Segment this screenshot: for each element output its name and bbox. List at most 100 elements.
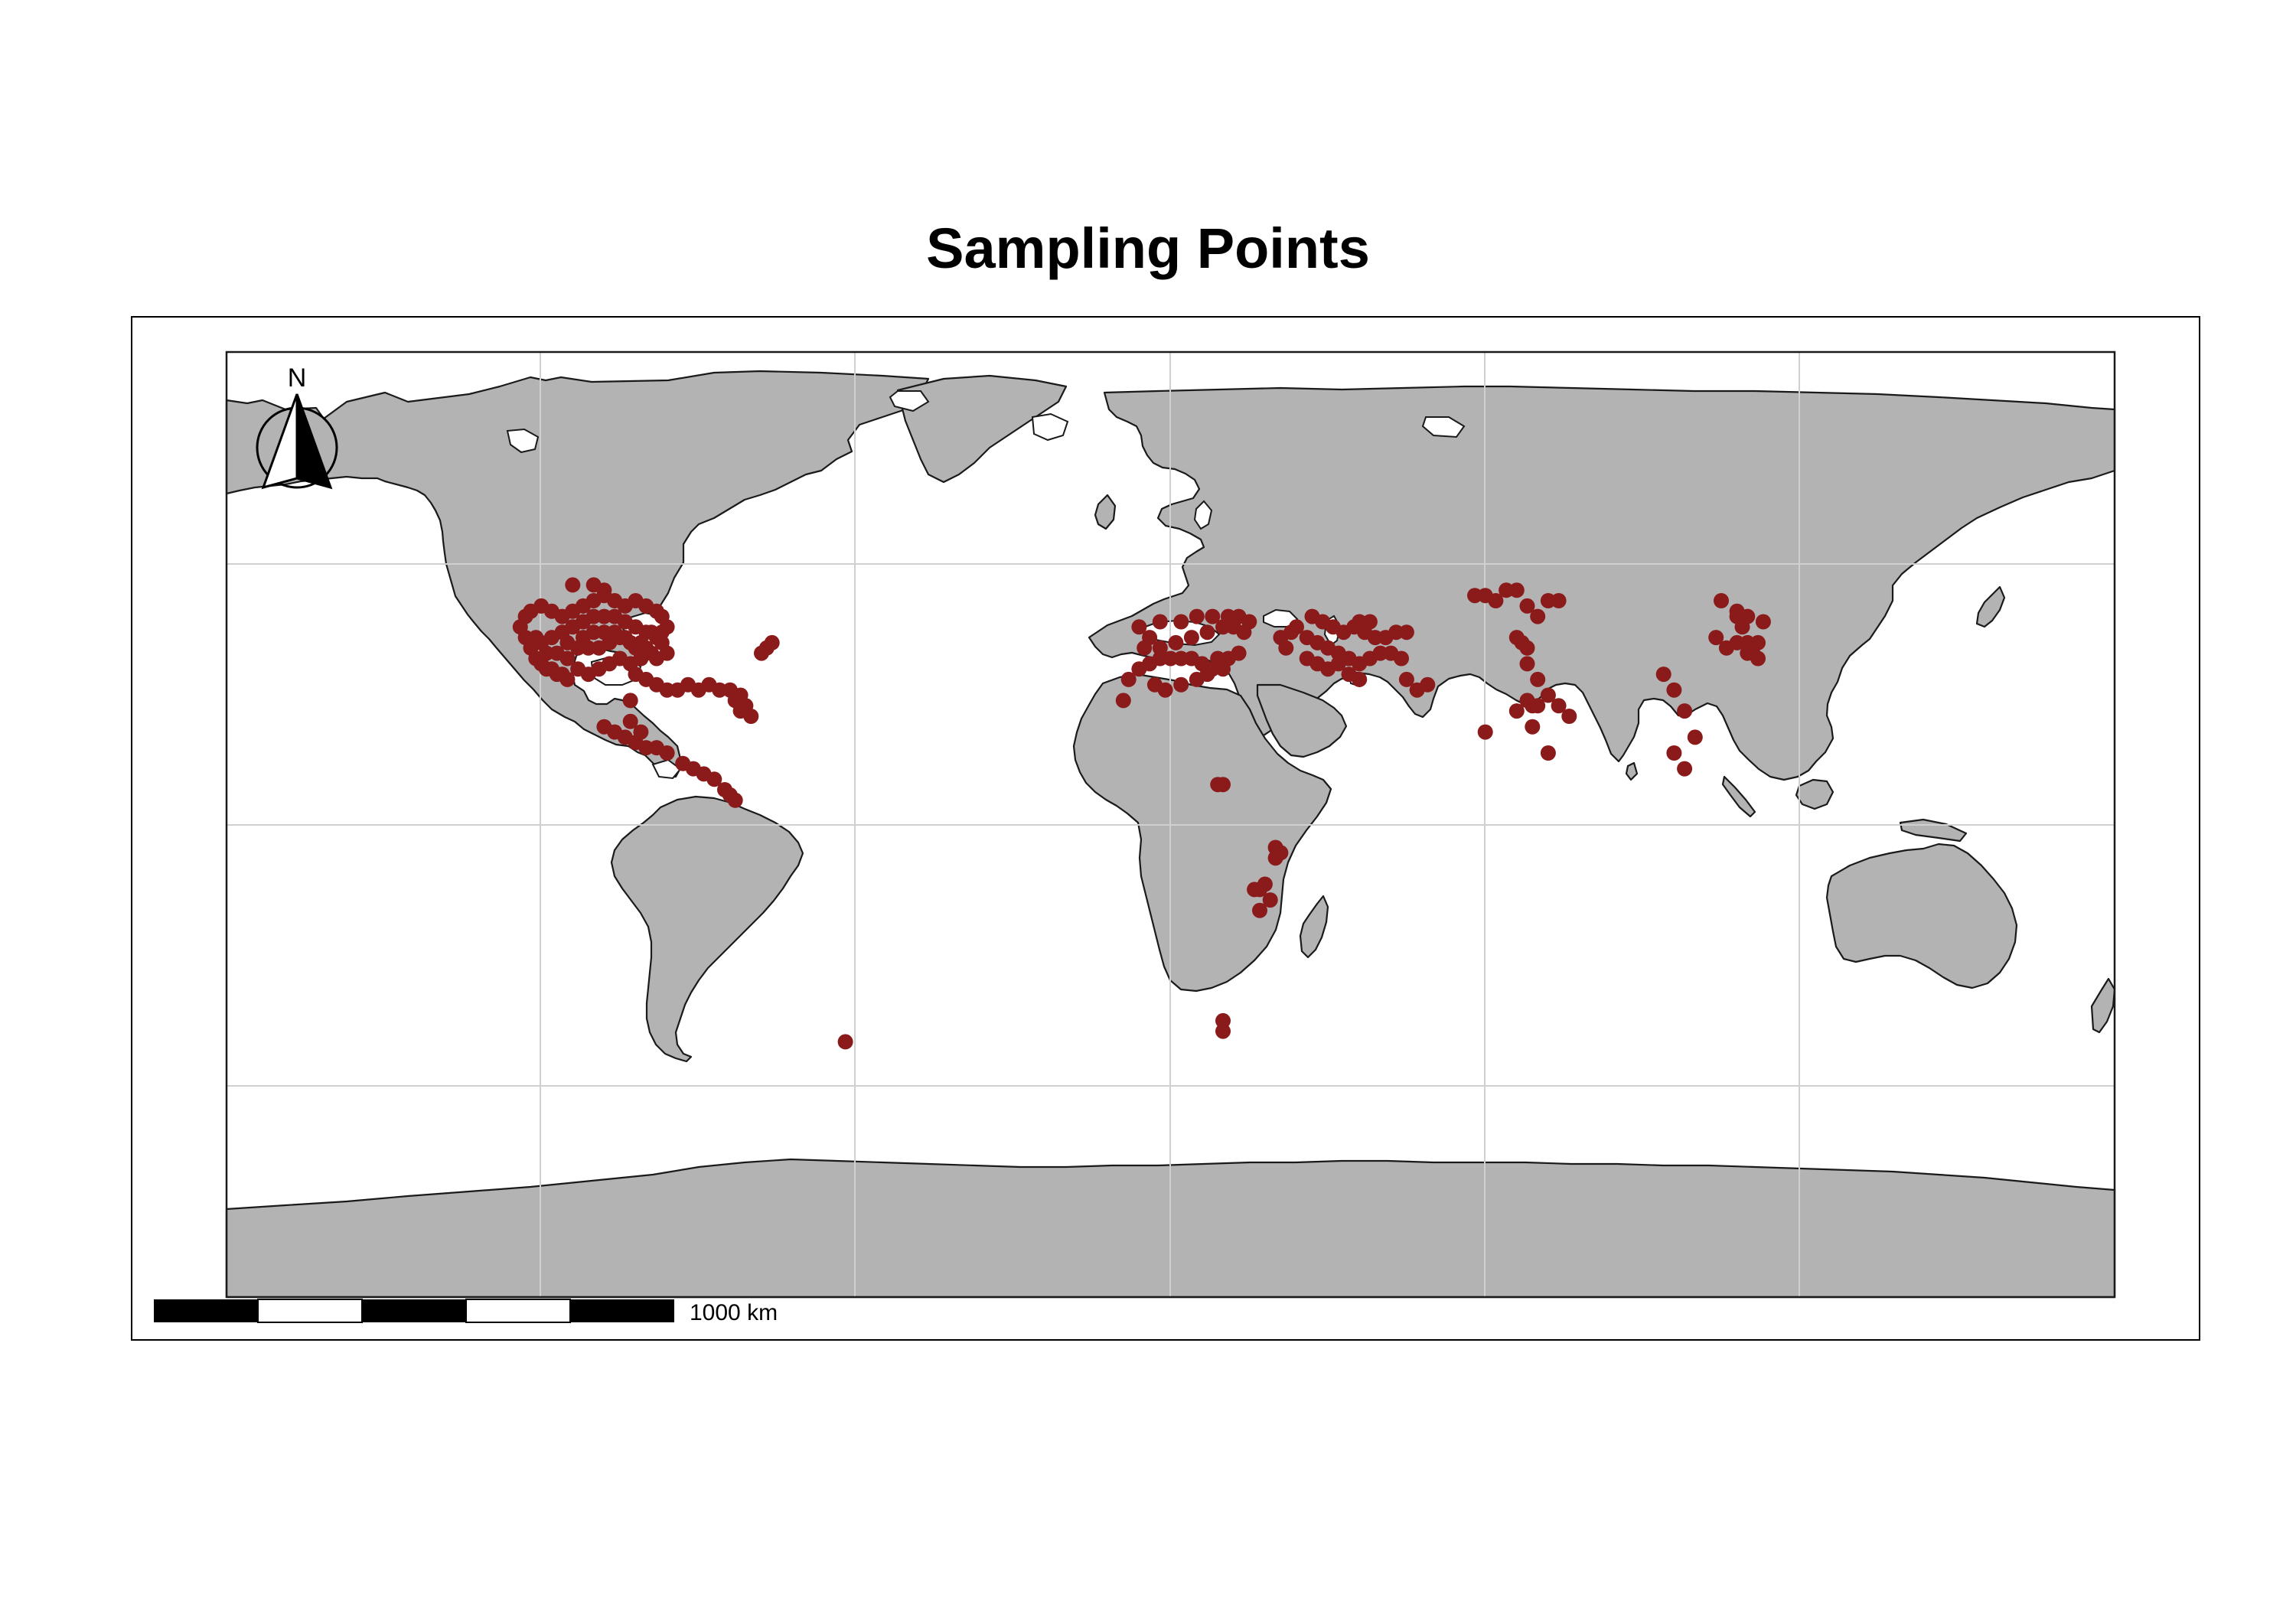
eurasia xyxy=(1088,385,2116,781)
arctic-island xyxy=(506,428,540,454)
sampling-point xyxy=(1740,634,1756,650)
sampling-point xyxy=(585,624,602,641)
scale-bar-label: 1000 km xyxy=(690,1300,778,1325)
australia xyxy=(1825,843,2018,989)
sampling-point xyxy=(1540,745,1556,761)
sampling-point xyxy=(622,713,638,729)
sampling-point xyxy=(1215,777,1231,793)
sampling-point xyxy=(659,745,675,761)
sampling-point xyxy=(1199,624,1215,641)
north-label: N xyxy=(288,363,307,393)
sampling-point xyxy=(1525,719,1541,735)
sampling-point xyxy=(1231,645,1247,661)
sampling-point xyxy=(1508,582,1525,598)
sampling-point xyxy=(1467,588,1482,604)
sampling-point xyxy=(570,661,586,677)
map-extent xyxy=(225,350,2116,1299)
sampling-point xyxy=(1561,709,1577,724)
world-map[interactable]: N 1000 km xyxy=(132,318,2199,1339)
sampling-point xyxy=(1173,614,1189,630)
sampling-point xyxy=(1283,624,1300,641)
sampling-point xyxy=(1666,682,1682,698)
sampling-point xyxy=(659,682,675,698)
sampling-point xyxy=(591,640,607,656)
sampling-point xyxy=(706,771,722,787)
sampling-point xyxy=(659,645,675,661)
sampling-point xyxy=(1330,656,1346,672)
sampling-point xyxy=(633,724,649,740)
sampling-point xyxy=(1131,619,1147,635)
sampling-point xyxy=(1714,593,1729,608)
sampling-point xyxy=(1687,729,1703,745)
sampling-point xyxy=(617,630,633,646)
sampling-point xyxy=(1115,693,1131,709)
sampling-point xyxy=(565,577,581,593)
kara-inlet xyxy=(1421,416,1466,438)
caribbean xyxy=(651,758,682,780)
sampling-point xyxy=(539,645,554,661)
sampling-point xyxy=(559,671,576,687)
sampling-point xyxy=(1519,640,1535,656)
north-arrow-icon: N xyxy=(256,363,338,490)
sampling-point xyxy=(764,634,780,650)
sumatra xyxy=(1721,775,1756,818)
sampling-point xyxy=(1677,703,1693,719)
map-panel[interactable]: N 1000 km xyxy=(131,316,2200,1341)
sampling-point xyxy=(1157,682,1173,698)
sampling-point xyxy=(1398,624,1414,641)
sampling-point xyxy=(1215,1023,1231,1039)
sampling-point xyxy=(1530,698,1546,714)
new-guinea xyxy=(1899,818,1968,843)
page-title: Sampling Points xyxy=(926,217,1370,280)
sampling-point xyxy=(1199,667,1215,683)
sampling-point xyxy=(1362,614,1378,630)
sampling-point xyxy=(622,693,638,709)
sampling-point xyxy=(1420,676,1436,693)
sampling-point xyxy=(1252,902,1267,918)
sampling-point xyxy=(1215,1012,1231,1028)
new-zealand xyxy=(2090,977,2116,1034)
sampling-point xyxy=(1519,598,1535,614)
scale-bar: 1000 km xyxy=(154,1299,778,1325)
sampling-point xyxy=(585,608,602,624)
sampling-point xyxy=(712,682,728,698)
sampling-point xyxy=(596,582,612,598)
sampling-point xyxy=(1267,850,1283,866)
sampling-point xyxy=(1142,630,1158,646)
sampling-point xyxy=(1708,630,1724,646)
sampling-point xyxy=(1540,593,1556,608)
land-layer xyxy=(225,370,2116,1299)
south-america xyxy=(610,795,804,1063)
sampling-point xyxy=(1666,745,1682,761)
borneo xyxy=(1795,778,1835,810)
sampling-point xyxy=(1734,619,1750,635)
graticule xyxy=(227,352,2115,1297)
baltic-sea xyxy=(1193,500,1213,530)
sampling-point xyxy=(1152,614,1168,630)
sampling-point xyxy=(1189,608,1205,624)
sampling-point xyxy=(1729,603,1745,619)
sampling-point xyxy=(1677,761,1693,777)
sampling-point xyxy=(638,640,654,656)
sampling-point xyxy=(559,634,576,650)
sampling-point xyxy=(1152,650,1168,667)
sampling-point xyxy=(1262,892,1278,908)
sampling-point xyxy=(1173,650,1189,667)
sampling-point xyxy=(837,1034,853,1050)
sampling-point xyxy=(1488,593,1504,608)
sampling-point xyxy=(1388,624,1404,641)
sampling-point xyxy=(727,693,743,709)
japan xyxy=(1975,585,2006,628)
sampling-point xyxy=(1530,608,1546,624)
sampling-point xyxy=(1163,650,1179,667)
sampling-point xyxy=(1540,687,1556,703)
british-isles xyxy=(1094,494,1117,530)
sampling-point xyxy=(1551,698,1567,714)
sampling-point xyxy=(1168,634,1184,650)
sampling-point xyxy=(1755,614,1771,630)
sampling-point xyxy=(1394,650,1409,667)
sampling-point xyxy=(628,640,644,656)
sampling-point xyxy=(1352,671,1368,687)
sampling-point xyxy=(1499,582,1515,598)
sampling-points xyxy=(512,577,1771,1050)
